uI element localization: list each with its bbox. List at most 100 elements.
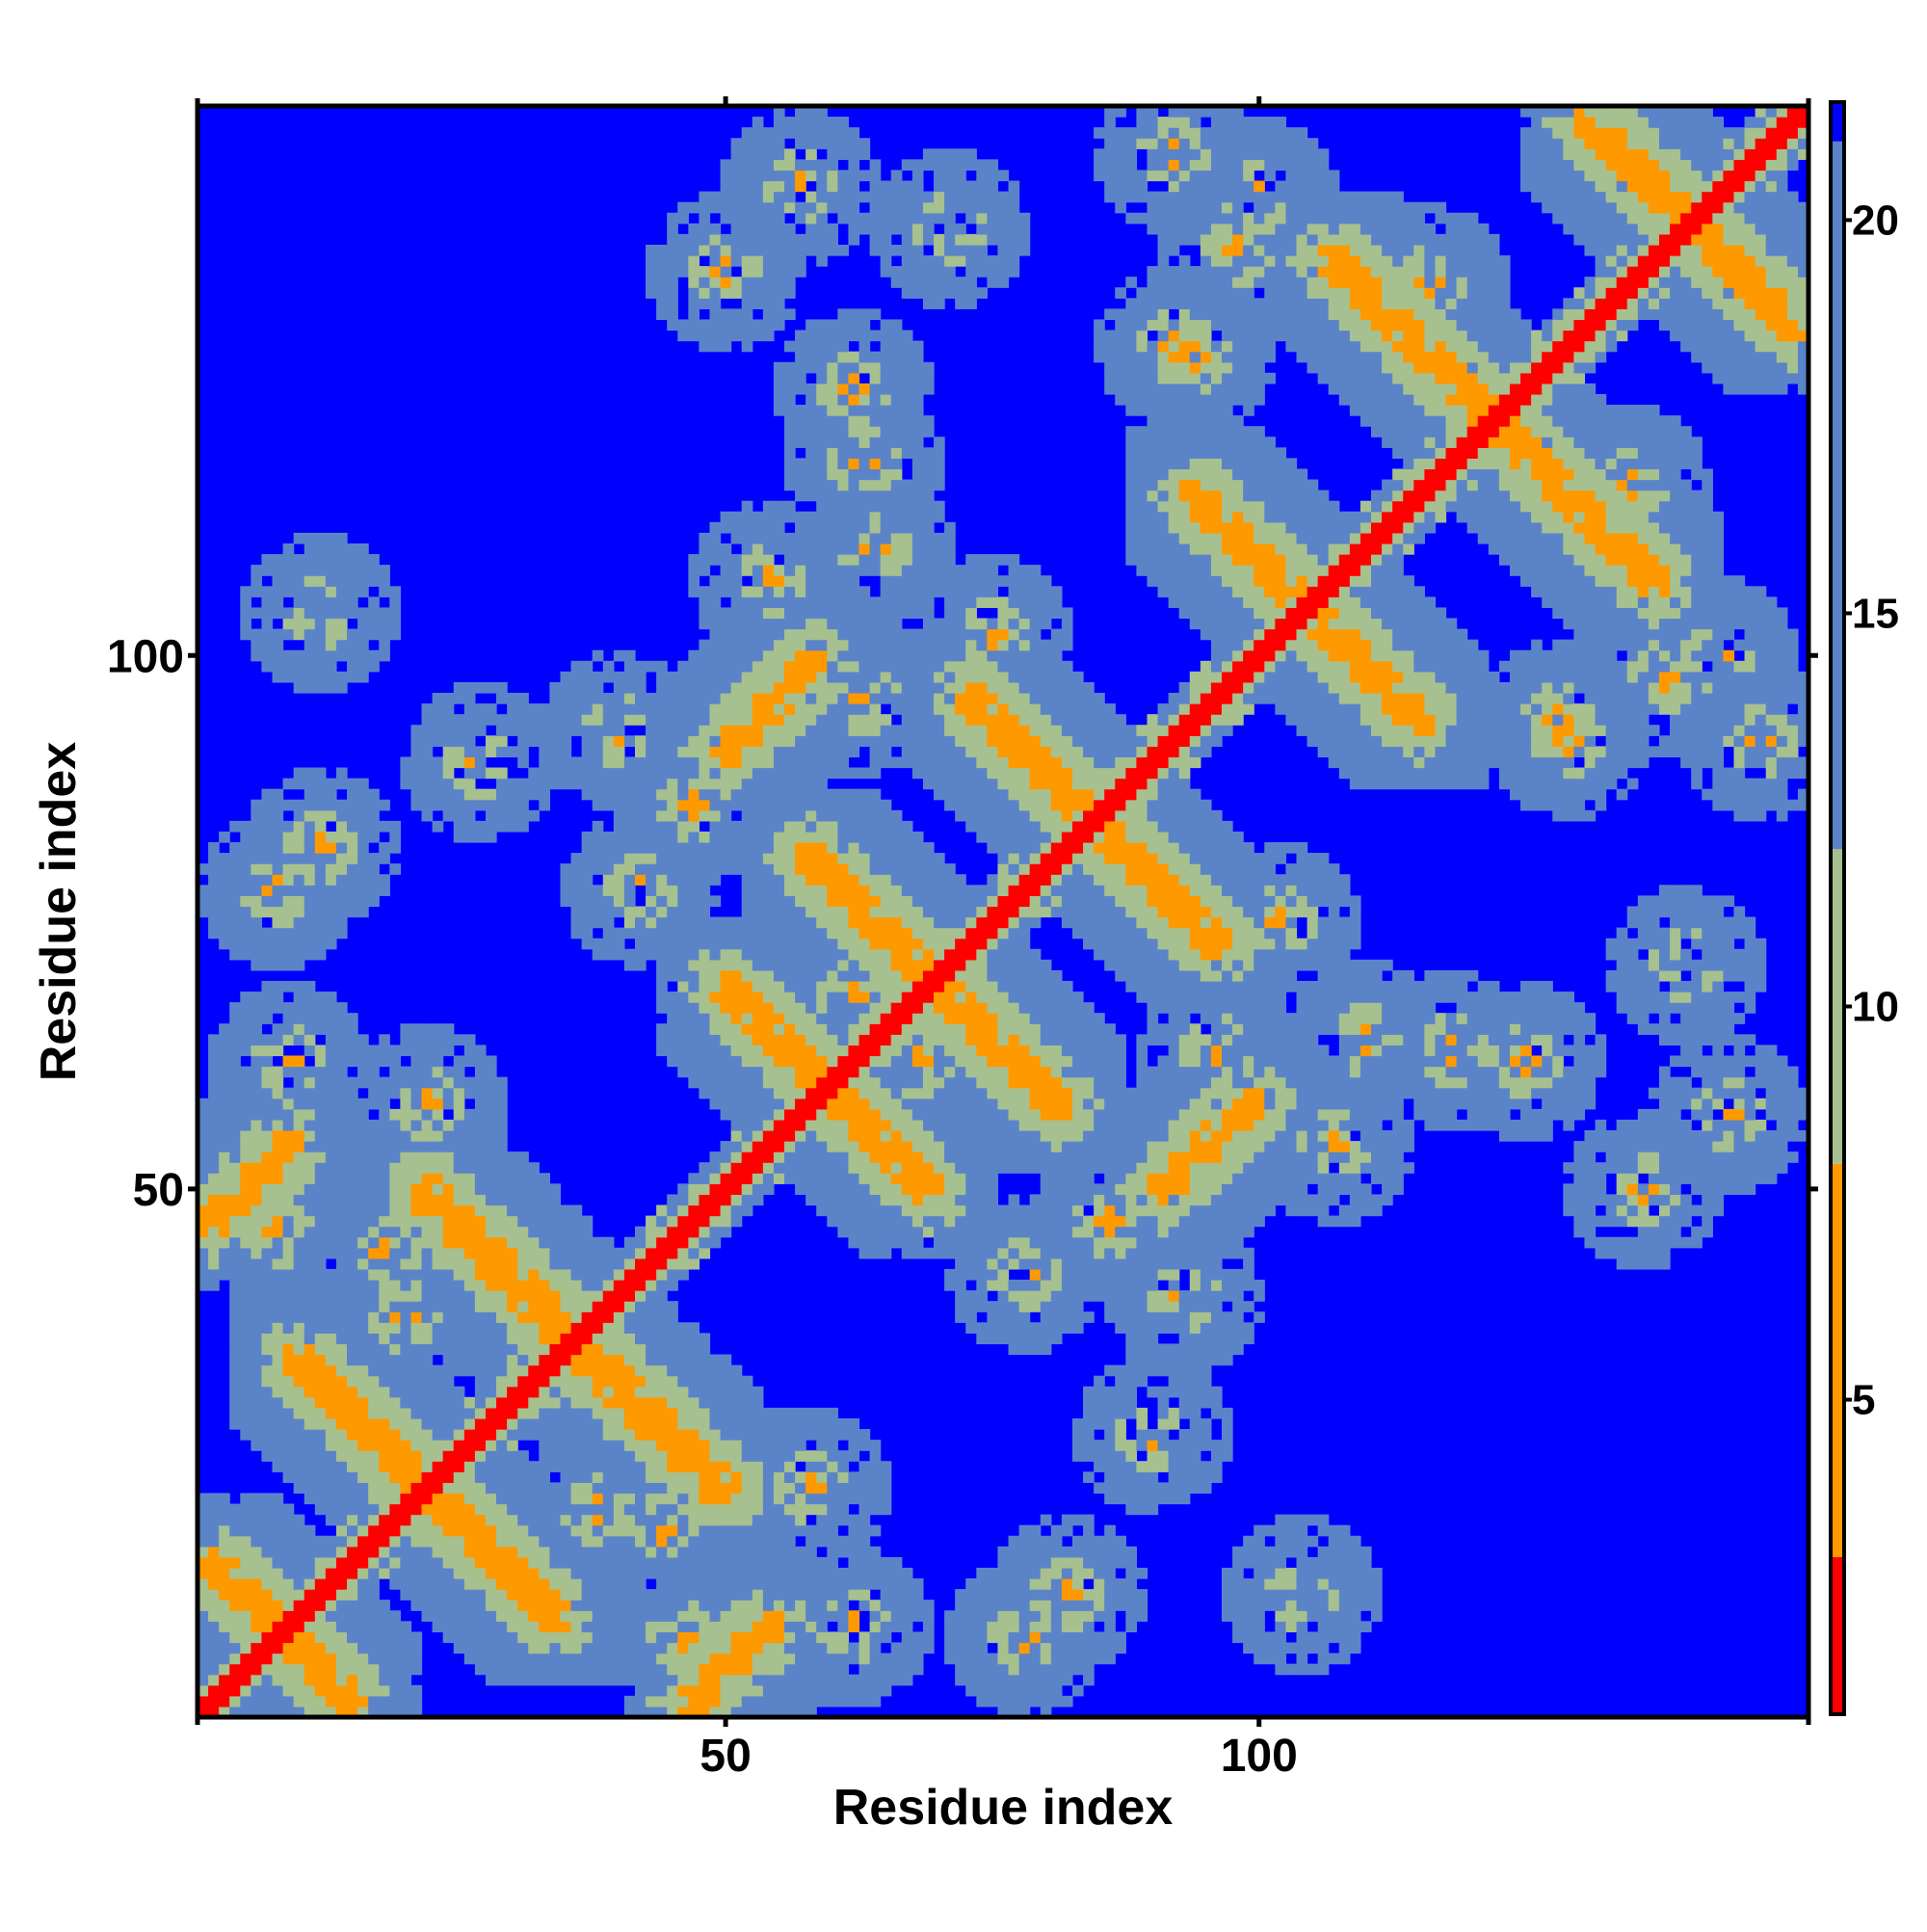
heatmap-cell [667, 1268, 678, 1281]
heatmap-cell [432, 1076, 444, 1089]
heatmap-cell [773, 244, 785, 256]
heatmap-cell [335, 1493, 348, 1505]
heatmap-cell [347, 1023, 358, 1035]
heatmap-cell [335, 1610, 348, 1622]
heatmap-cell [762, 575, 775, 587]
heatmap-cell [293, 1407, 305, 1419]
heatmap-cell [634, 959, 647, 971]
heatmap-cell [496, 1621, 508, 1633]
heatmap-cell [463, 1290, 476, 1302]
heatmap-cell [816, 842, 828, 854]
heatmap-cell [539, 1268, 550, 1281]
heatmap-cell [592, 1280, 604, 1291]
heatmap-cell [432, 1034, 444, 1046]
heatmap-cell [335, 1386, 348, 1398]
heatmap-cell [795, 1684, 806, 1697]
heatmap-cell [688, 244, 700, 256]
heatmap-cell [507, 1343, 518, 1356]
heatmap-cell [400, 1663, 412, 1676]
heatmap-cell [805, 618, 817, 630]
heatmap-cell [208, 1706, 220, 1718]
heatmap-cell [816, 127, 828, 139]
heatmap-cell [539, 1642, 550, 1654]
heatmap-cell [304, 628, 316, 641]
heatmap-cell [379, 1684, 390, 1697]
heatmap-cell [570, 1461, 583, 1472]
heatmap-cell [229, 1055, 241, 1068]
heatmap-cell [741, 1663, 753, 1676]
heatmap-cell [752, 895, 764, 908]
heatmap-cell [357, 565, 369, 576]
heatmap-cell [816, 1141, 828, 1152]
heatmap-cell [496, 693, 508, 704]
heatmap-cell [293, 1215, 305, 1228]
heatmap-cell [752, 575, 764, 587]
heatmap-cell [656, 1257, 668, 1270]
heatmap-cell [667, 756, 678, 769]
heatmap-cell [816, 885, 828, 896]
heatmap-cell [421, 1524, 434, 1537]
heatmap-cell [730, 319, 743, 331]
heatmap-cell [581, 756, 594, 769]
heatmap-cell [549, 714, 562, 726]
heatmap-cell [773, 287, 785, 299]
heatmap-cell [432, 1514, 444, 1526]
heatmap-cell [528, 1535, 540, 1548]
heatmap-cell [741, 1493, 753, 1505]
heatmap-cell [261, 895, 274, 908]
heatmap-cell [410, 1311, 423, 1323]
heatmap-cell [272, 820, 284, 833]
heatmap-cell [570, 660, 583, 673]
heatmap-cell [219, 1695, 230, 1707]
heatmap-cell [453, 1461, 465, 1472]
heatmap-cell [539, 767, 550, 780]
heatmap-cell [741, 1375, 753, 1388]
heatmap-cell [646, 1375, 657, 1388]
heatmap-cell [699, 649, 711, 662]
heatmap-cell [699, 1524, 711, 1537]
heatmap-cell [667, 1567, 678, 1579]
heatmap-cell [795, 1129, 806, 1142]
heatmap-cell [762, 308, 775, 321]
heatmap-cell [720, 543, 732, 555]
heatmap-cell [623, 1493, 636, 1505]
heatmap-cell [261, 885, 274, 896]
heatmap-cell [656, 1311, 668, 1323]
heatmap-cell [741, 1514, 753, 1526]
heatmap-cell [602, 885, 615, 896]
heatmap-cell [677, 1066, 689, 1078]
heatmap-cell [741, 170, 753, 182]
heatmap-cell [699, 277, 711, 288]
heatmap-cell [379, 1663, 390, 1676]
heatmap-cell [347, 1045, 358, 1057]
heatmap-cell [325, 1280, 337, 1291]
heatmap-cell [410, 1386, 423, 1398]
heatmap-cell [795, 756, 806, 769]
heatmap-cell [570, 767, 583, 780]
heatmap-cell [602, 1257, 615, 1270]
heatmap-cell [623, 1301, 636, 1312]
heatmap-cell [795, 1663, 806, 1676]
heatmap-cell [517, 1450, 529, 1462]
heatmap-cell [410, 1546, 423, 1558]
heatmap-cell [282, 1354, 295, 1366]
heatmap-cell [421, 1429, 434, 1441]
heatmap-cell [752, 1429, 764, 1441]
heatmap-cell [421, 1183, 434, 1196]
heatmap-cell [432, 1610, 444, 1622]
heatmap-cell [634, 948, 647, 961]
heatmap-cell [773, 1002, 785, 1014]
heatmap-cell [741, 885, 753, 896]
heatmap-cell [741, 639, 753, 651]
heatmap-cell [592, 1268, 604, 1281]
heatmap-cell [379, 1364, 390, 1377]
heatmap-cell [688, 842, 700, 854]
heatmap-cell [432, 1055, 444, 1068]
heatmap-cell [570, 778, 583, 790]
heatmap-cell [219, 1226, 230, 1238]
heatmap-cell [709, 992, 722, 1003]
heatmap-cell [251, 1354, 263, 1366]
heatmap-cell [421, 1119, 434, 1131]
heatmap-cell [379, 1280, 390, 1291]
heatmap-cell [335, 639, 348, 651]
